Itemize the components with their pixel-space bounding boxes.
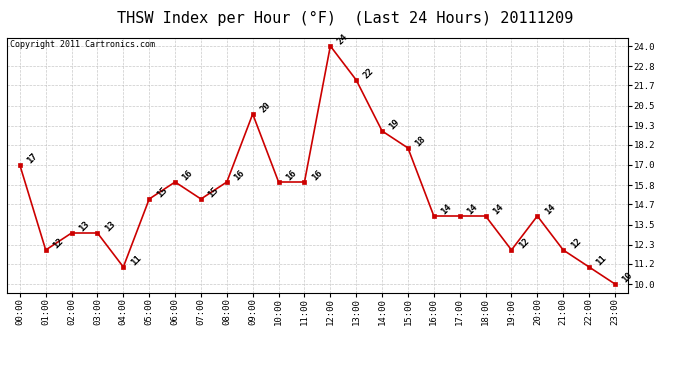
Text: 17: 17 <box>26 152 39 166</box>
Text: 14: 14 <box>440 202 453 217</box>
Text: 13: 13 <box>77 220 91 234</box>
Text: 20: 20 <box>258 100 273 115</box>
Text: 19: 19 <box>388 118 402 132</box>
Text: 22: 22 <box>362 67 376 81</box>
Text: THSW Index per Hour (°F)  (Last 24 Hours) 20111209: THSW Index per Hour (°F) (Last 24 Hours)… <box>117 11 573 26</box>
Text: 14: 14 <box>465 202 480 217</box>
Text: 18: 18 <box>413 135 428 148</box>
Text: 24: 24 <box>336 33 350 46</box>
Text: 16: 16 <box>284 169 298 183</box>
Text: 15: 15 <box>155 186 169 200</box>
Text: 16: 16 <box>310 169 324 183</box>
Text: 13: 13 <box>103 220 117 234</box>
Text: 14: 14 <box>543 202 557 217</box>
Text: 16: 16 <box>233 169 246 183</box>
Text: 12: 12 <box>569 237 583 250</box>
Text: 14: 14 <box>491 202 505 217</box>
Text: 12: 12 <box>51 237 66 250</box>
Text: 10: 10 <box>620 271 635 285</box>
Text: 11: 11 <box>129 254 143 268</box>
Text: Copyright 2011 Cartronics.com: Copyright 2011 Cartronics.com <box>10 40 155 49</box>
Text: 16: 16 <box>181 169 195 183</box>
Text: 11: 11 <box>595 254 609 268</box>
Text: 15: 15 <box>206 186 221 200</box>
Text: 12: 12 <box>517 237 531 250</box>
